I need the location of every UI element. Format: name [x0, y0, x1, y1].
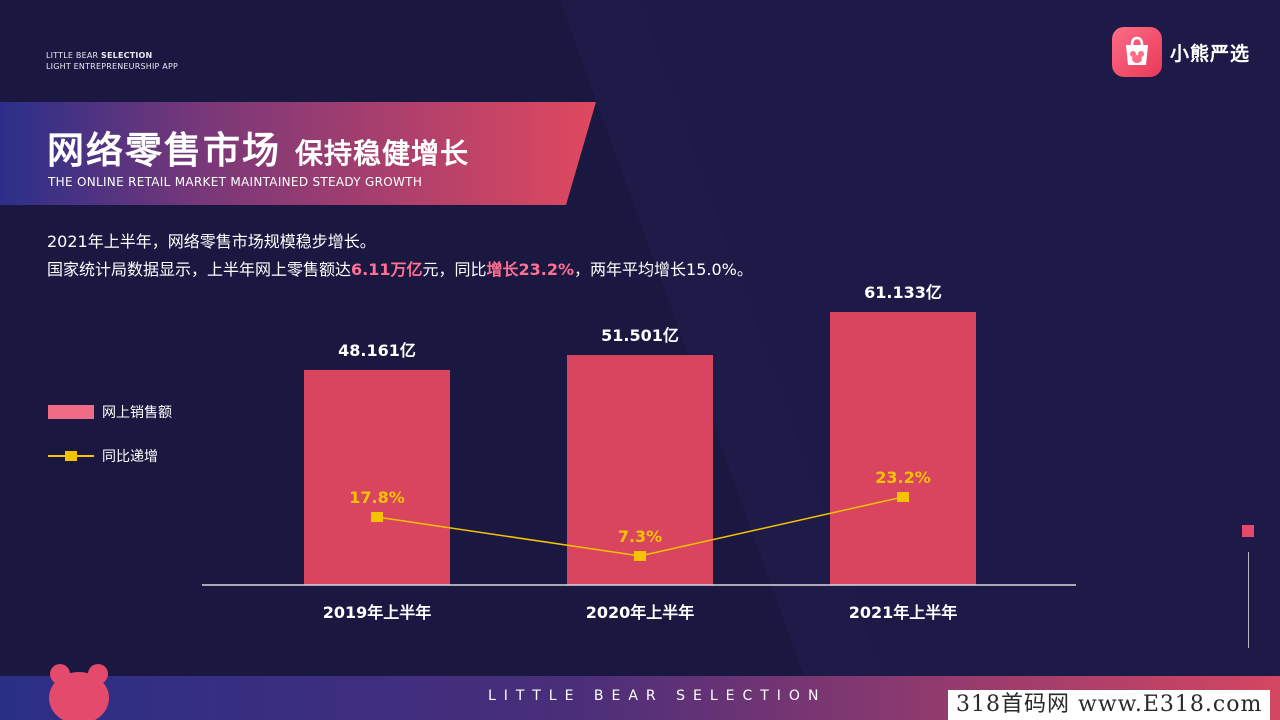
title-english: THE ONLINE RETAIL MARKET MAINTAINED STEA…: [48, 175, 423, 189]
desc-text-c: 元，同比: [422, 260, 487, 279]
title-main: 网络零售市场: [47, 129, 281, 172]
legend-bar-swatch: [48, 405, 94, 419]
description-line1: 2021年上半年，网络零售市场规模稳步增长。: [47, 232, 376, 251]
growth-point: [897, 492, 909, 502]
legend-line-swatch: [48, 449, 94, 463]
brand-line2: LIGHT ENTREPRENEURSHIP APP: [46, 62, 179, 71]
x-tick-label: 2021年上半年: [849, 603, 958, 622]
bear-icon: [49, 664, 109, 720]
side-square-decoration: [1242, 525, 1254, 537]
growth-value-label: 7.3%: [618, 527, 662, 546]
growth-value-label: 17.8%: [349, 488, 405, 507]
brand-line1-b: SELECTION: [101, 51, 153, 60]
app-logo: 小熊严选: [1112, 27, 1250, 77]
description-line2: 国家统计局数据显示，上半年网上零售额达6.11万亿元，同比增长23.2%，两年平…: [47, 256, 753, 284]
desc-text-a: 国家统计局数据显示，上半年网上零售额达: [47, 260, 352, 279]
growth-point: [634, 551, 646, 561]
legend-bar-label: 网上销售额: [102, 405, 172, 421]
title-banner: [0, 102, 596, 205]
bar: [567, 355, 713, 585]
page-title: 网络零售市场 保持稳健增长: [47, 120, 469, 174]
desc-highlight-amount: 6.11万亿: [351, 260, 423, 279]
legend-item-line: 同比递增: [48, 446, 172, 466]
x-tick-label: 2020年上半年: [586, 603, 695, 622]
chart-legend: 网上销售额 同比递增: [48, 402, 172, 490]
x-tick-label: 2019年上半年: [323, 603, 432, 622]
desc-highlight-growth: 增长23.2%: [486, 260, 575, 279]
title-sub: 保持稳健增长: [295, 137, 470, 170]
bar-value-label: 48.161亿: [338, 341, 416, 360]
desc-text-e: ，两年平均增长15.0%。: [574, 260, 753, 279]
logo-text: 小熊严选: [1170, 42, 1251, 65]
bar-value-label: 51.501亿: [601, 326, 679, 345]
bar: [830, 312, 976, 585]
watermark: 318首码网 www.E318.com: [948, 690, 1271, 720]
footer-text: LITTLE BEAR SELECTION: [488, 688, 827, 704]
growth-value-label: 23.2%: [875, 468, 931, 487]
bar-value-label: 61.133亿: [864, 283, 942, 302]
brand-header: LITTLE BEAR SELECTION LIGHT ENTREPRENEUR…: [46, 50, 178, 72]
shopping-bag-icon: [1112, 27, 1162, 77]
growth-point: [371, 512, 383, 523]
legend-line-label: 同比递增: [102, 449, 158, 465]
description: 2021年上半年，网络零售市场规模稳步增长。 国家统计局数据显示，上半年网上零售…: [47, 228, 753, 284]
bar: [304, 369, 450, 585]
side-line-decoration: [1248, 552, 1249, 648]
legend-item-bar: 网上销售额: [48, 402, 172, 422]
brand-line1-a: LITTLE BEAR: [46, 51, 102, 60]
